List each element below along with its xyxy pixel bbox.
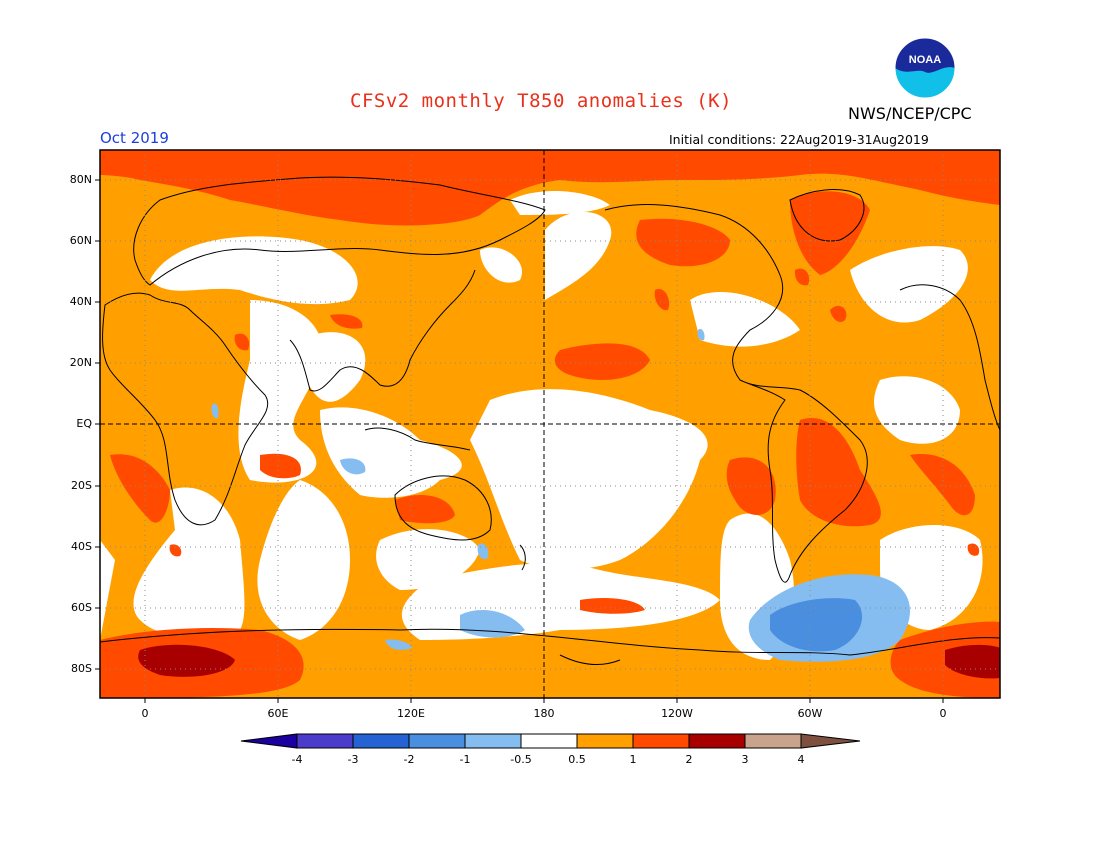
lon-label: 60E — [267, 707, 289, 720]
noaa-logo: NOAA — [894, 37, 956, 99]
initial-conditions: Initial conditions: 22Aug2019-31Aug2019 — [669, 132, 929, 147]
coastlines — [100, 176, 1000, 665]
colorbar-label: 2 — [685, 753, 693, 766]
lon-label: 0 — [141, 707, 149, 720]
lat-label: 60S — [71, 601, 92, 614]
colorbar-label: -0.5 — [510, 753, 532, 766]
lon-label: 180 — [533, 707, 555, 720]
lat-label: 40S — [71, 540, 92, 553]
map-title: CFSv2 monthly T850 anomalies (K) — [350, 90, 733, 112]
lat-label: 40N — [69, 295, 92, 308]
colorbar-label: -3 — [347, 753, 359, 766]
gridlines — [100, 150, 1000, 698]
lat-label: 20N — [69, 356, 92, 369]
reference-lines — [100, 150, 1000, 698]
colorbar-label: 4 — [797, 753, 805, 766]
lat-label: 20S — [71, 479, 92, 492]
anomaly-negative-1-to-2K-regions — [770, 598, 863, 652]
lat-label: 60N — [69, 234, 92, 247]
colorbar-label: -2 — [403, 753, 415, 766]
lon-label: 60W — [797, 707, 823, 720]
colorbar-label: 1 — [629, 753, 637, 766]
lon-label: 120W — [661, 707, 693, 720]
colorbar-label: -4 — [291, 753, 303, 766]
lon-label: 0 — [939, 707, 947, 720]
agency-label: NWS/NCEP/CPC — [848, 104, 972, 123]
colorbar-label: 3 — [741, 753, 749, 766]
forecast-month: Oct 2019 — [100, 129, 169, 147]
lat-label: 80N — [69, 173, 92, 186]
axis-ticks — [95, 179, 944, 703]
colorbar-label: -1 — [459, 753, 471, 766]
lon-label: 120E — [397, 707, 425, 720]
logo-text: NOAA — [909, 54, 941, 66]
lat-label: EQ — [76, 417, 92, 430]
colorbar-label: 0.5 — [568, 753, 586, 766]
lat-label: 80S — [71, 662, 92, 675]
